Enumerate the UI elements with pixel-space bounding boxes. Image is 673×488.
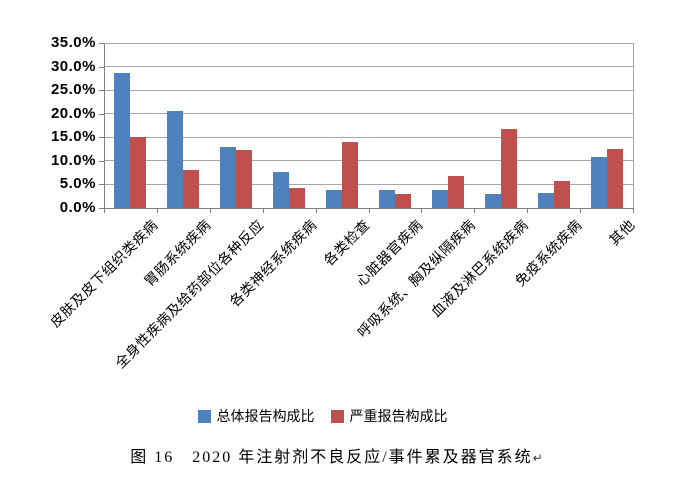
x-axis-tick <box>527 208 529 213</box>
bar <box>378 190 395 208</box>
y-axis-label: 5.0% <box>59 175 96 193</box>
bar <box>342 142 359 208</box>
y-axis-line <box>104 43 105 209</box>
legend: 总体报告构成比 严重报告构成比 <box>0 406 645 426</box>
y-axis-tick <box>99 113 104 115</box>
bar <box>553 181 570 208</box>
y-axis-tick <box>99 43 104 44</box>
y-axis-label: 20.0% <box>50 104 96 122</box>
legend-swatch <box>197 409 211 423</box>
bar <box>447 175 464 208</box>
bar <box>606 148 623 208</box>
bar <box>537 192 554 208</box>
gridline <box>104 66 633 68</box>
legend-label: 严重报告构成比 <box>349 408 448 424</box>
gridline <box>104 89 633 91</box>
gridline <box>104 160 633 162</box>
y-axis-label: 30.0% <box>50 57 96 75</box>
plot-right-border <box>633 43 634 208</box>
legend-swatch <box>330 409 344 423</box>
bar <box>289 188 306 208</box>
bar <box>273 172 290 208</box>
x-axis-tick <box>474 208 476 213</box>
legend-label: 总体报告构成比 <box>216 408 315 424</box>
bar <box>220 147 237 208</box>
x-axis-tick <box>156 208 158 213</box>
caption-text: 图 16 2020 年注射剂不良反应/事件累及器官系统 <box>130 449 533 466</box>
y-axis-label: 0.0% <box>59 199 96 216</box>
x-axis-tick <box>633 208 634 213</box>
bar <box>167 111 184 208</box>
legend-item: 严重报告构成比 <box>330 406 448 426</box>
y-axis-label: 35.0% <box>50 34 96 51</box>
y-axis-tick <box>99 184 104 186</box>
x-axis-tick <box>315 208 317 213</box>
y-axis-tick <box>99 208 104 209</box>
bar <box>236 149 253 208</box>
x-axis-tick <box>580 208 582 213</box>
x-axis-tick <box>209 208 211 213</box>
bar <box>114 72 131 208</box>
bar <box>183 169 200 208</box>
y-axis-tick <box>99 160 104 162</box>
bar <box>590 157 607 208</box>
x-axis-tick <box>421 208 423 213</box>
legend-item: 总体报告构成比 <box>197 406 315 426</box>
bar <box>484 194 501 208</box>
x-axis-category-label: 其他 <box>605 216 638 249</box>
figure-caption: 图 16 2020 年注射剂不良反应/事件累及器官系统↵ <box>0 443 673 467</box>
bar <box>500 128 517 208</box>
paragraph-mark: ↵ <box>532 451 543 465</box>
x-axis-line <box>104 208 634 209</box>
y-axis-tick <box>99 137 104 139</box>
y-axis-label: 15.0% <box>50 128 96 146</box>
gridline <box>104 42 633 44</box>
y-axis-tick <box>99 66 104 68</box>
bar <box>394 193 411 208</box>
bar <box>326 190 343 208</box>
gridline <box>104 113 633 115</box>
y-axis-tick <box>99 90 104 92</box>
x-axis-tick <box>104 208 105 213</box>
gridline <box>104 136 633 138</box>
gridline <box>104 183 633 185</box>
x-axis-tick <box>262 208 264 213</box>
bar <box>130 137 147 208</box>
y-axis-label: 10.0% <box>50 151 96 169</box>
bar <box>431 190 448 208</box>
x-axis-tick <box>368 208 370 213</box>
y-axis-label: 25.0% <box>50 81 96 99</box>
